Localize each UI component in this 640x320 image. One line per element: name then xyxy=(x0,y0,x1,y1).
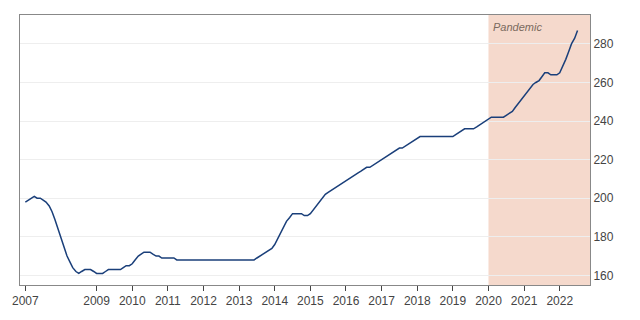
svg-text:280: 280 xyxy=(593,37,613,51)
svg-text:2009: 2009 xyxy=(83,294,110,308)
svg-text:2015: 2015 xyxy=(297,294,324,308)
svg-text:240: 240 xyxy=(593,114,613,128)
svg-text:2019: 2019 xyxy=(439,294,466,308)
svg-text:2013: 2013 xyxy=(226,294,253,308)
svg-text:Pandemic: Pandemic xyxy=(493,21,542,33)
svg-text:2020: 2020 xyxy=(475,294,502,308)
svg-text:2022: 2022 xyxy=(546,294,573,308)
svg-text:2017: 2017 xyxy=(368,294,395,308)
svg-text:2012: 2012 xyxy=(190,294,217,308)
svg-text:2016: 2016 xyxy=(333,294,360,308)
svg-text:220: 220 xyxy=(593,153,613,167)
svg-text:200: 200 xyxy=(593,191,613,205)
svg-text:2011: 2011 xyxy=(155,294,181,308)
svg-text:2007: 2007 xyxy=(12,294,39,308)
svg-text:160: 160 xyxy=(593,269,613,283)
svg-text:180: 180 xyxy=(593,230,613,244)
svg-text:2010: 2010 xyxy=(119,294,146,308)
svg-text:2018: 2018 xyxy=(404,294,431,308)
svg-text:2021: 2021 xyxy=(511,294,538,308)
svg-text:2014: 2014 xyxy=(261,294,288,308)
svg-text:260: 260 xyxy=(593,76,613,90)
